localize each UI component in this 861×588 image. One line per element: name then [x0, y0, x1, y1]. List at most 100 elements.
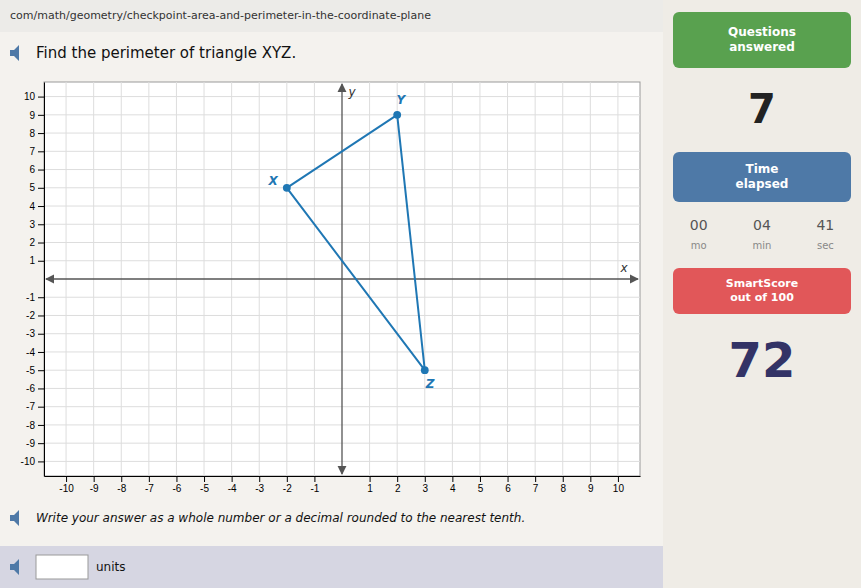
- tick-label: 2: [395, 483, 401, 494]
- tick-mark: [38, 334, 44, 335]
- coordinate-axis: [341, 84, 342, 474]
- tick: -6: [172, 476, 181, 494]
- tick: 6: [29, 164, 44, 175]
- tick-label: 1: [29, 255, 35, 266]
- tick-mark: [232, 476, 233, 482]
- vertex-point: [393, 111, 401, 119]
- questions-box: [673, 12, 851, 68]
- title: Find the perimeter of triangle XYZ.: [36, 44, 296, 62]
- triangle: [287, 115, 425, 370]
- tick-mark: [397, 476, 398, 482]
- tick-label: -6: [26, 383, 35, 394]
- tick-mark: [38, 206, 44, 207]
- tick-label: -3: [26, 328, 35, 339]
- answer-input[interactable]: [36, 555, 88, 579]
- url-text: com/math/geometry/checkpoint-area-and-pe…: [10, 9, 431, 22]
- tick-label: -10: [21, 456, 36, 467]
- tick-mark: [259, 476, 260, 482]
- tick-label: -7: [26, 401, 35, 412]
- tick-label: -3: [255, 483, 264, 494]
- speaker-icon[interactable]: [10, 559, 19, 575]
- tick: 1: [367, 476, 373, 494]
- tick-label: -8: [26, 420, 35, 431]
- tick-label: -10: [59, 483, 74, 494]
- speaker-icon[interactable]: [10, 510, 19, 526]
- units-label: units: [96, 560, 126, 574]
- tick-mark: [370, 476, 371, 482]
- tick-mark: [38, 97, 44, 98]
- tick-mark: [38, 425, 44, 426]
- tick-label: -9: [90, 483, 99, 494]
- tick: -1: [310, 476, 319, 494]
- tick: 1: [29, 255, 44, 266]
- tick-label: 3: [422, 483, 428, 494]
- tick-label: 4: [29, 201, 35, 212]
- x-axis: -10-9-8-7-6-5-4-3-2-112345678910: [45, 476, 641, 494]
- tick-label: -8: [117, 483, 126, 494]
- time-value: 41: [816, 217, 834, 233]
- tick-label: 6: [505, 483, 511, 494]
- tick-label: 7: [533, 483, 539, 494]
- tick-mark: [590, 476, 591, 482]
- tick-label: -4: [26, 347, 35, 358]
- tick: -8: [26, 420, 44, 431]
- units-row: [0, 546, 663, 588]
- tick: 3: [422, 476, 428, 494]
- tick: 2: [395, 476, 401, 494]
- axis-label: y: [347, 85, 356, 99]
- time-unit: min: [753, 240, 772, 251]
- tick-label: 5: [29, 182, 35, 193]
- tick-label: -1: [310, 483, 319, 494]
- tick-mark: [149, 476, 150, 482]
- x-axis-line: [45, 476, 641, 477]
- tick-mark: [38, 188, 44, 189]
- tick-label: -5: [200, 483, 209, 494]
- y-axis: -10-9-8-7-6-5-4-3-2-112345678910: [21, 83, 45, 477]
- tick: 8: [560, 476, 566, 494]
- tick-label: 7: [29, 146, 35, 157]
- tick: -7: [145, 476, 154, 494]
- tick-mark: [38, 133, 44, 134]
- tick: 7: [533, 476, 539, 494]
- tick: -2: [283, 476, 292, 494]
- tick-mark: [38, 224, 44, 225]
- tick: 9: [588, 476, 594, 494]
- tick-label: 6: [29, 164, 35, 175]
- tick-label: 9: [588, 483, 594, 494]
- y-axis-line: [44, 83, 45, 477]
- side-panel: [663, 0, 861, 588]
- tick-label: -2: [26, 310, 35, 321]
- tick-mark: [38, 297, 44, 298]
- tick-mark: [38, 352, 44, 353]
- tick: 10: [24, 91, 44, 102]
- tick-mark: [38, 388, 44, 389]
- tick-label: 1: [367, 483, 373, 494]
- tick: 3: [29, 219, 44, 230]
- plot-frame: [44, 82, 640, 476]
- tick-label: 2: [29, 237, 35, 248]
- tick-mark: [480, 476, 481, 482]
- tick: -3: [26, 328, 44, 339]
- tick-mark: [38, 261, 44, 262]
- tick: -4: [26, 347, 44, 358]
- tick-label: 10: [24, 91, 36, 102]
- tick: -8: [117, 476, 126, 494]
- vertex-label: Y: [397, 93, 407, 107]
- tick: -4: [228, 476, 237, 494]
- tick-label: 8: [29, 128, 35, 139]
- tick: -6: [26, 383, 44, 394]
- tick: 4: [450, 476, 456, 494]
- questions-heading: Questionsanswered: [728, 25, 796, 53]
- speaker-icon[interactable]: [10, 45, 19, 61]
- tick-mark: [38, 407, 44, 408]
- tick-mark: [94, 476, 95, 482]
- time-box: [673, 152, 851, 202]
- tick-label: -5: [26, 365, 35, 376]
- vertex-label: Z: [425, 377, 435, 391]
- time-unit: mo: [691, 240, 707, 251]
- vertex-point: [421, 366, 429, 374]
- vertex-point: [283, 184, 291, 192]
- tick-mark: [314, 476, 315, 482]
- url-bar: [0, 0, 663, 32]
- tick-mark: [287, 476, 288, 482]
